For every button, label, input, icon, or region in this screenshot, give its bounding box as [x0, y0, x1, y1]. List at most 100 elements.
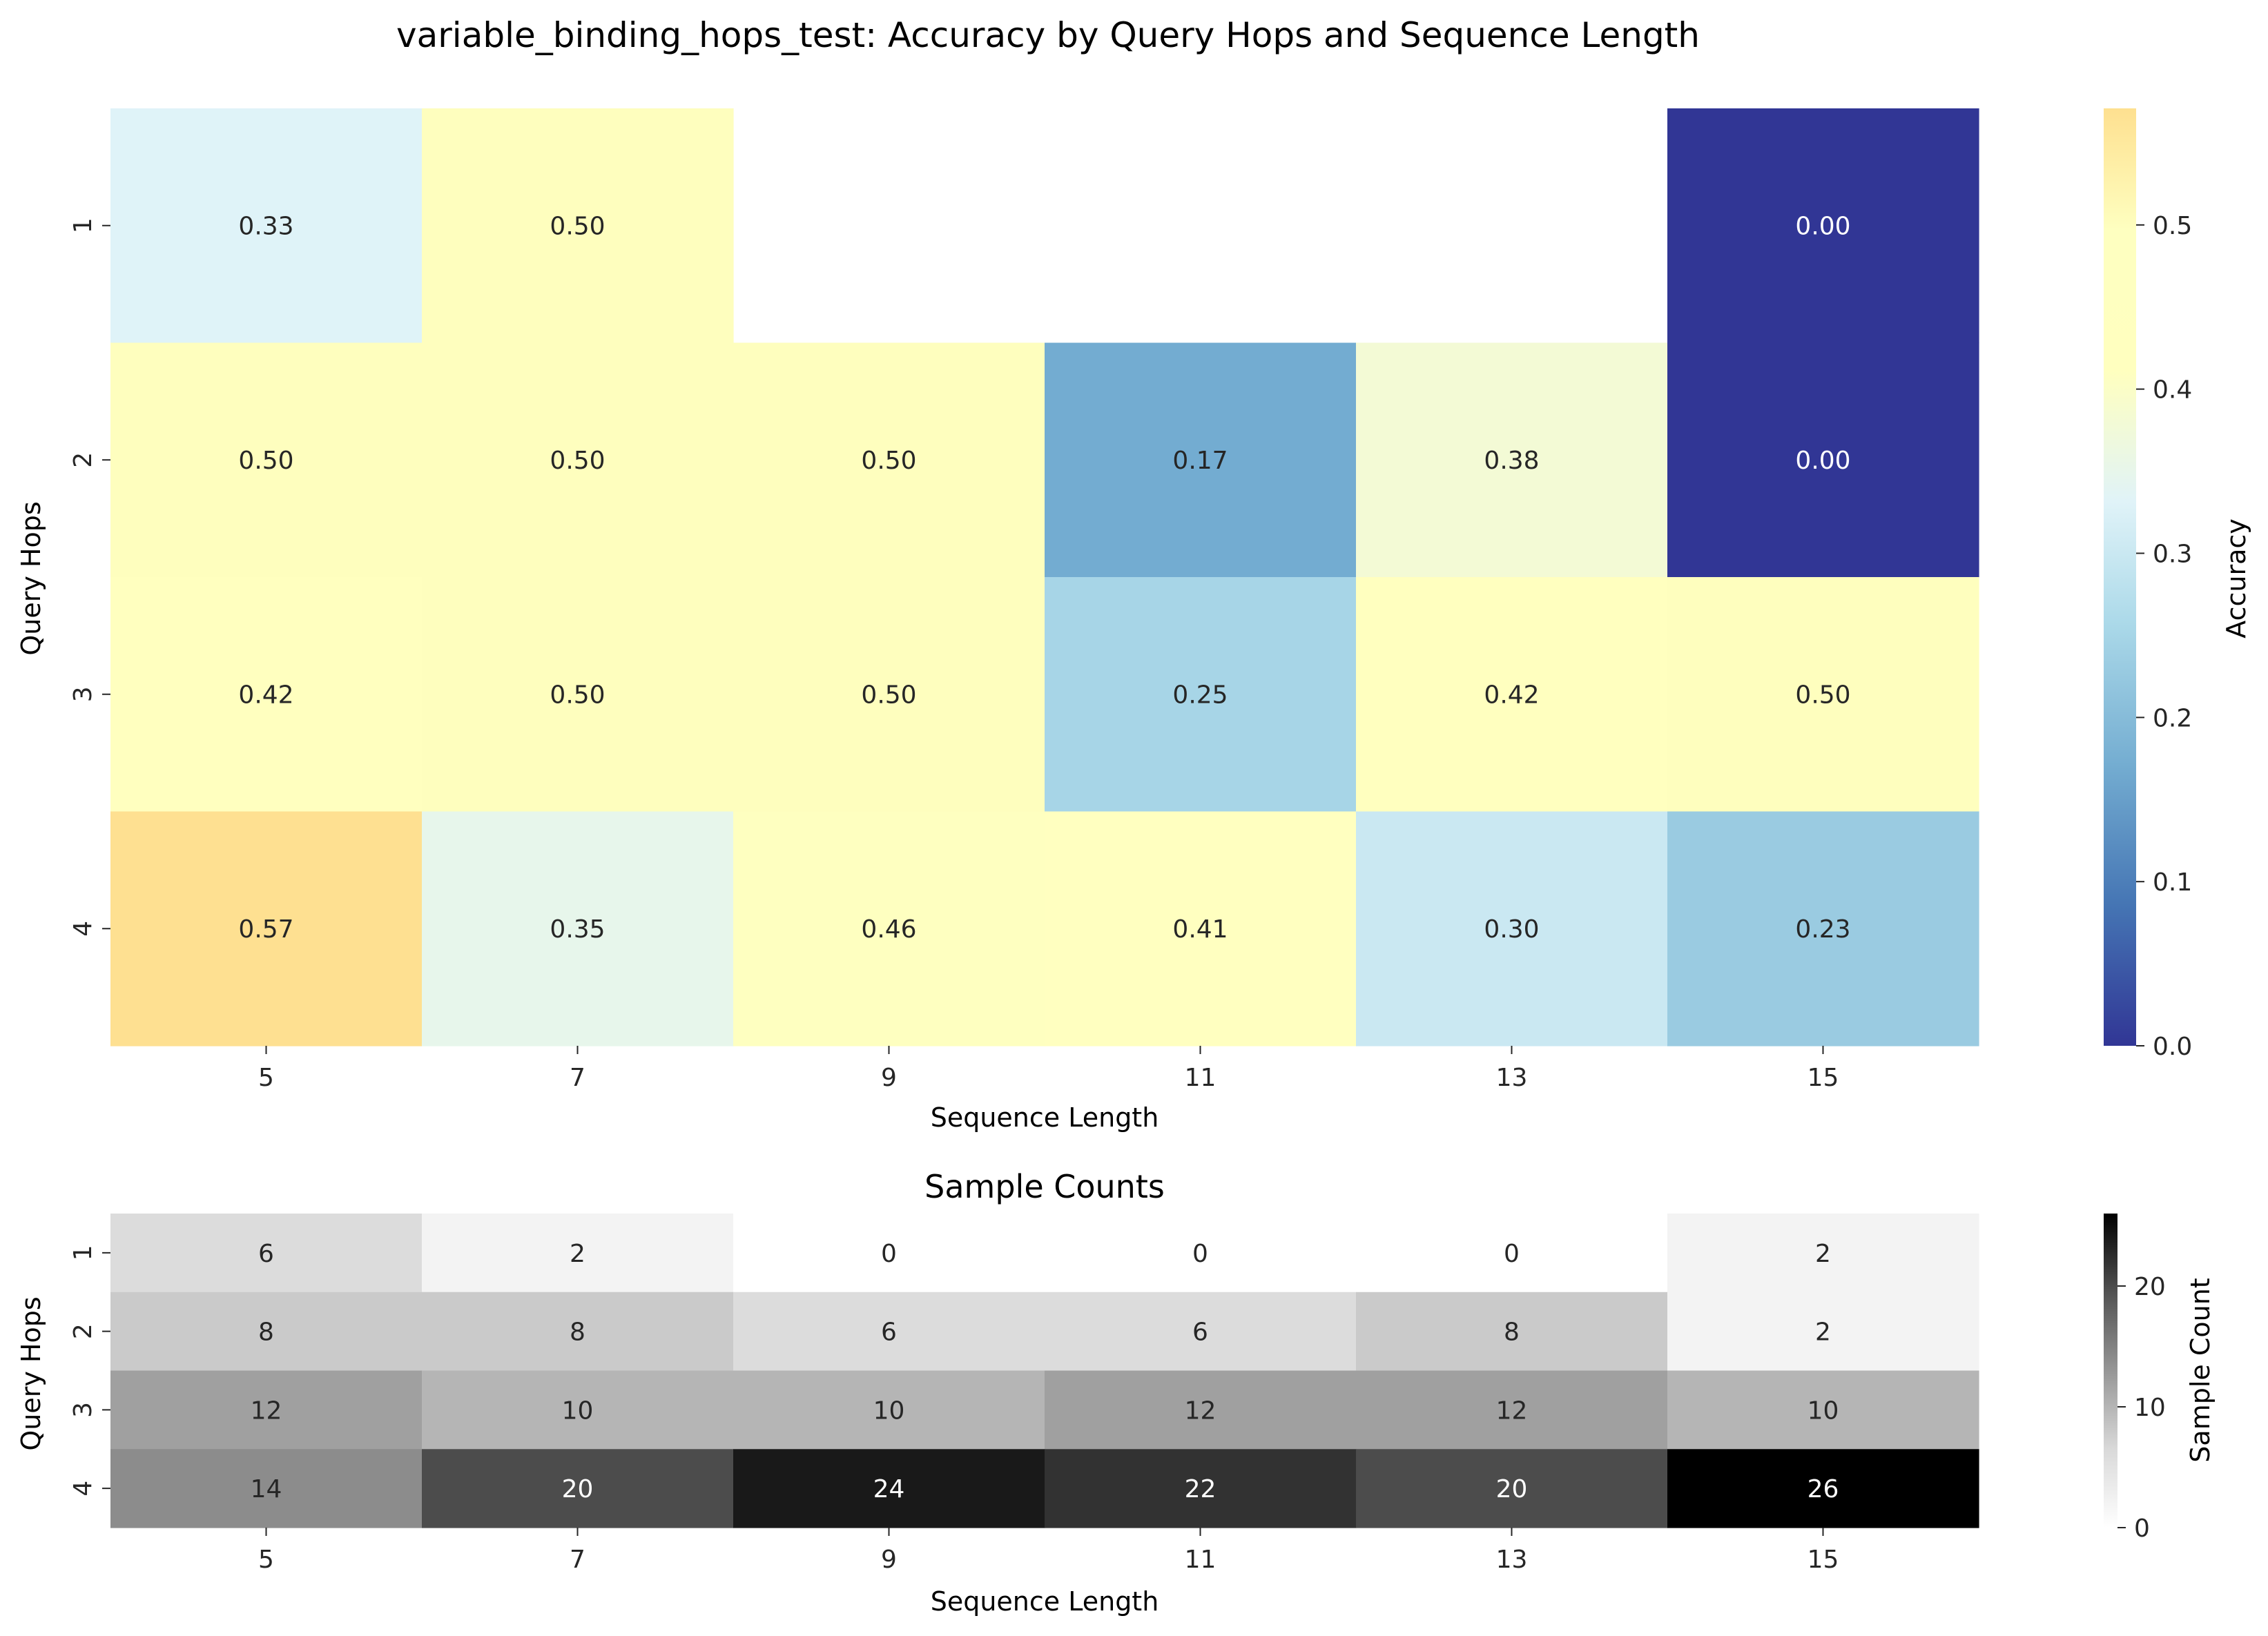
accuracy-cell — [1045, 342, 1357, 578]
accuracy-cell-label: 0.46 — [861, 915, 916, 944]
accuracy-cell — [110, 342, 423, 578]
sample-counts-cell — [1045, 1214, 1357, 1293]
sample-counts-cell-label: 26 — [1807, 1475, 1839, 1503]
accuracy-cell-label: 0.50 — [550, 213, 605, 241]
sample-counts-cell — [110, 1370, 423, 1450]
accuracy-cell-label: 0.50 — [550, 447, 605, 475]
sample-counts-y-tick-label: 1 — [69, 1245, 97, 1260]
sample-counts-cell — [1045, 1292, 1357, 1372]
sample-counts-heatmap-panel: Sample Counts 6 2 0 0 0 28 8 6 6 8 212 10 10 12 12 1014… — [16, 1168, 2216, 1617]
sample-counts-cell — [1356, 1214, 1668, 1293]
accuracy-heatmap-panel: variable_binding_hops_test: Accuracy by … — [16, 15, 2251, 1133]
sample-counts-cell-label: 14 — [251, 1475, 282, 1503]
sample-counts-cell-label: 6 — [881, 1318, 897, 1347]
sample-counts-cell-label: 2 — [1815, 1318, 1831, 1347]
accuracy-cell — [110, 577, 423, 812]
sample-counts-cell — [1667, 1449, 1979, 1528]
accuracy-cell — [422, 811, 734, 1046]
accuracy-x-tick-label: 15 — [1807, 1064, 1839, 1092]
sample-counts-y-tick-label: 2 — [69, 1323, 97, 1339]
accuracy-y-tick-label: 2 — [69, 452, 97, 468]
sample-counts-cell — [1045, 1370, 1357, 1450]
accuracy-cell — [1045, 577, 1357, 812]
sample-counts-cell — [733, 1449, 1045, 1528]
accuracy-chart-title: variable_binding_hops_test: Accuracy by … — [396, 15, 1700, 55]
accuracy-colorbar — [2104, 108, 2136, 1046]
sample-counts-cell-label: 12 — [251, 1396, 282, 1425]
sample-counts-cell-label: 6 — [1192, 1318, 1208, 1347]
sample-counts-cell-label: 20 — [562, 1475, 594, 1503]
sample-counts-x-tick-label: 5 — [258, 1546, 274, 1574]
sample-counts-cell-label: 24 — [873, 1475, 905, 1503]
accuracy-cell — [733, 342, 1045, 578]
sample-counts-x-tick-label: 15 — [1807, 1546, 1839, 1574]
accuracy-cell-label: 0.57 — [238, 915, 293, 944]
accuracy-cell — [1667, 811, 1979, 1046]
accuracy-cell — [1356, 811, 1668, 1046]
accuracy-y-tick-label: 3 — [69, 686, 97, 702]
accuracy-cell — [733, 811, 1045, 1046]
sample-counts-cell-label: 10 — [562, 1396, 594, 1425]
accuracy-cells: 0.33 0.50 0.00 0.50 0.50 0.50 0.17 0.38 0.00 0.42… — [110, 108, 1979, 1046]
accuracy-colorbar-tick-label: 0.0 — [2153, 1033, 2192, 1061]
sample-counts-cell — [422, 1214, 734, 1293]
accuracy-cell-label: 0.42 — [1484, 681, 1539, 710]
sample-counts-chart-title: Sample Counts — [924, 1168, 1165, 1205]
sample-counts-cell-label: 8 — [570, 1318, 585, 1347]
accuracy-cell-label: 0.30 — [1484, 915, 1539, 944]
accuracy-x-ticks: 5 7 9 11 13 15 — [258, 1046, 1839, 1092]
sample-counts-cell — [110, 1449, 423, 1528]
accuracy-cell — [1356, 342, 1668, 578]
accuracy-cell-label: 0.35 — [550, 915, 605, 944]
accuracy-y-tick-label: 1 — [69, 217, 97, 233]
sample-counts-cell — [1356, 1292, 1668, 1372]
accuracy-cell-label: 0.33 — [238, 213, 293, 241]
accuracy-cell — [1356, 577, 1668, 812]
accuracy-cell-label: 0.42 — [238, 681, 293, 710]
accuracy-x-tick-label: 13 — [1496, 1064, 1528, 1092]
sample-counts-x-axis-label: Sequence Length — [931, 1586, 1159, 1617]
accuracy-cell-label: 0.38 — [1484, 447, 1539, 475]
sample-counts-cell — [1356, 1370, 1668, 1450]
sample-counts-cell — [422, 1449, 734, 1528]
accuracy-cell — [422, 108, 734, 344]
accuracy-colorbar-tick-label: 0.3 — [2153, 541, 2192, 569]
sample-counts-cell-label: 8 — [258, 1318, 274, 1347]
accuracy-x-axis-label: Sequence Length — [931, 1102, 1159, 1133]
accuracy-colorbar-tick-label: 0.5 — [2153, 212, 2192, 240]
sample-counts-x-tick-label: 11 — [1185, 1546, 1217, 1574]
accuracy-cell — [110, 108, 423, 344]
sample-counts-cell-label: 20 — [1496, 1475, 1528, 1503]
sample-counts-cell-label: 6 — [258, 1240, 274, 1268]
accuracy-y-tick-label: 4 — [69, 921, 97, 937]
accuracy-cell — [422, 577, 734, 812]
accuracy-colorbar-tick-label: 0.1 — [2153, 868, 2192, 897]
accuracy-cell — [1667, 342, 1979, 578]
accuracy-colorbar-tick-label: 0.4 — [2153, 376, 2192, 405]
sample-counts-cell — [733, 1292, 1045, 1372]
sample-counts-cell-label: 12 — [1496, 1396, 1528, 1425]
sample-counts-x-tick-label: 9 — [881, 1546, 897, 1574]
accuracy-cell-label: 0.50 — [861, 447, 916, 475]
accuracy-y-ticks: 1 2 3 4 — [69, 217, 110, 937]
sample-counts-colorbar-label: Sample Count — [2185, 1278, 2216, 1462]
accuracy-x-tick-label: 11 — [1185, 1064, 1217, 1092]
sample-counts-cell — [1667, 1370, 1979, 1450]
sample-counts-cell-label: 22 — [1185, 1475, 1217, 1503]
sample-counts-colorbar-ticks: 0 10 20 — [2117, 1273, 2166, 1543]
sample-counts-x-tick-label: 7 — [570, 1546, 585, 1574]
accuracy-cell-label: 0.50 — [1795, 681, 1850, 710]
sample-counts-cell-label: 2 — [1815, 1240, 1831, 1268]
sample-counts-cell — [733, 1370, 1045, 1450]
sample-counts-cell-label: 12 — [1185, 1396, 1217, 1425]
sample-counts-x-tick-label: 13 — [1496, 1546, 1528, 1574]
accuracy-x-tick-label: 9 — [881, 1064, 897, 1092]
sample-counts-cell-label: 10 — [873, 1396, 905, 1425]
sample-counts-y-tick-label: 4 — [69, 1481, 97, 1497]
sample-counts-cell-label: 8 — [1504, 1318, 1520, 1347]
sample-counts-cell — [110, 1292, 423, 1372]
accuracy-cell — [1667, 577, 1979, 812]
sample-counts-cell-label: 10 — [1807, 1396, 1839, 1425]
